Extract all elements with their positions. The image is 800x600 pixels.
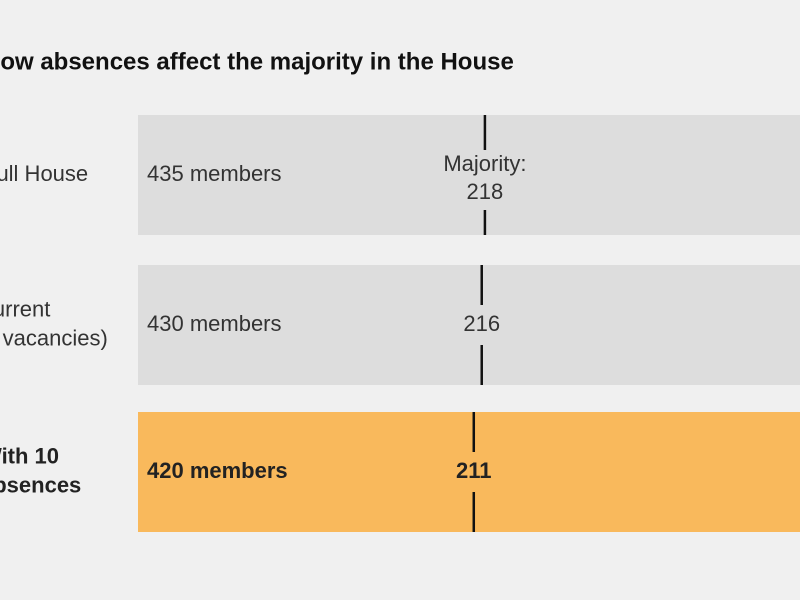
value-label: 430 members: [147, 311, 282, 336]
category-label: (5 vacancies): [0, 325, 108, 350]
category-label: With 10: [0, 443, 59, 468]
category-label: absences: [0, 472, 81, 497]
bar: [138, 115, 800, 235]
value-label: 420 members: [147, 458, 288, 483]
bar: [138, 265, 800, 385]
majority-label: 218: [467, 179, 504, 204]
chart-title: How absences affect the majority in the …: [0, 48, 514, 75]
value-label: 435 members: [147, 161, 282, 186]
category-label: Current: [0, 296, 50, 321]
category-label: Full House: [0, 161, 88, 186]
majority-label: 216: [463, 311, 500, 336]
bar: [138, 412, 800, 532]
majority-caption: Majority:: [443, 151, 526, 176]
majority-label: 211: [456, 458, 492, 483]
